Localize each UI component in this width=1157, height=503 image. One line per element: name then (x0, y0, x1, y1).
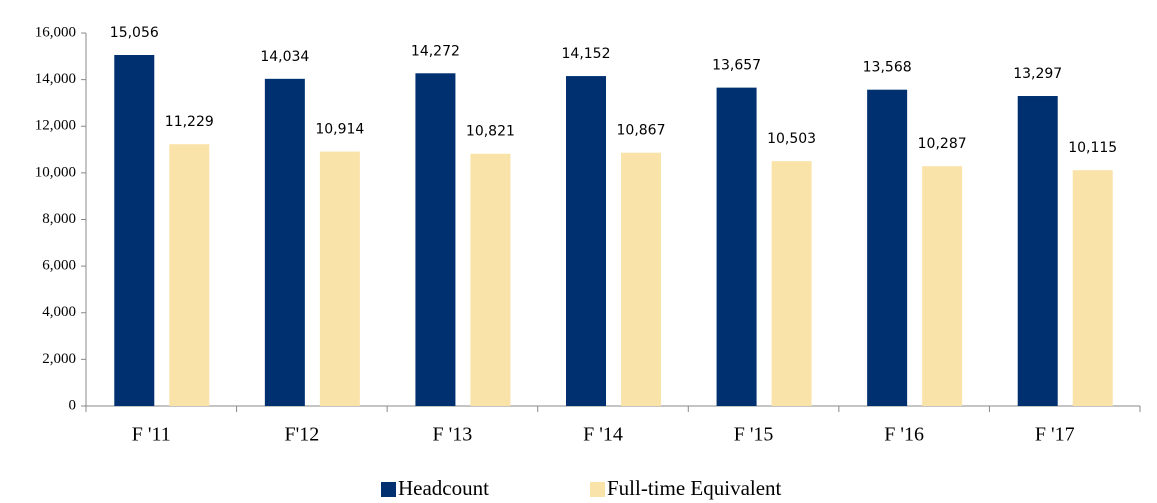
data-label: 14,272 (411, 43, 460, 59)
x-tick-label: F '13 (433, 424, 473, 446)
data-label: 14,152 (562, 46, 611, 62)
data-label: 13,657 (712, 58, 761, 74)
bar (114, 55, 155, 407)
data-label: 10,914 (315, 122, 364, 138)
bar (867, 89, 908, 407)
bar (771, 161, 812, 406)
legend-label: Full-time Equivalent (607, 476, 782, 500)
x-tick-label: F '15 (734, 424, 774, 446)
bar (264, 78, 305, 407)
y-tick-label: 8,000 (42, 211, 76, 227)
legend-swatch (590, 482, 605, 497)
x-tick-label: F'12 (284, 424, 319, 446)
bar (1017, 96, 1058, 407)
data-label: 13,297 (1013, 66, 1062, 82)
x-tick-label: F '17 (1035, 424, 1075, 446)
y-tick-label: 16,000 (35, 24, 76, 40)
data-label: 10,867 (617, 123, 666, 139)
y-tick-label: 6,000 (42, 258, 76, 274)
data-label: 15,056 (110, 25, 159, 41)
bar (415, 73, 456, 406)
x-tick-label: F '16 (884, 424, 924, 446)
y-tick-label: 0 (69, 397, 77, 413)
y-tick-label: 2,000 (42, 351, 76, 367)
data-label: 14,034 (260, 49, 309, 65)
data-label: 10,503 (767, 131, 816, 147)
y-tick-label: 12,000 (35, 118, 76, 134)
y-tick-label: 14,000 (35, 71, 76, 87)
data-label: 11,229 (165, 114, 214, 130)
data-label: 10,115 (1068, 140, 1117, 156)
bar (621, 152, 661, 406)
bar (716, 87, 757, 406)
bar (319, 151, 360, 406)
data-label: 10,821 (466, 124, 515, 140)
data-label: 13,568 (863, 60, 912, 76)
bar (470, 153, 511, 406)
bar (1072, 170, 1113, 406)
data-label: 10,287 (918, 136, 967, 152)
bar (566, 76, 606, 407)
x-tick-label: F '14 (583, 424, 623, 446)
legend-label: Headcount (398, 476, 489, 500)
x-tick-label: F '11 (132, 424, 171, 446)
bar (922, 166, 963, 406)
y-tick-label: 10,000 (35, 164, 76, 180)
y-tick-label: 4,000 (42, 304, 76, 320)
legend-swatch (381, 482, 396, 497)
bar (169, 144, 210, 406)
